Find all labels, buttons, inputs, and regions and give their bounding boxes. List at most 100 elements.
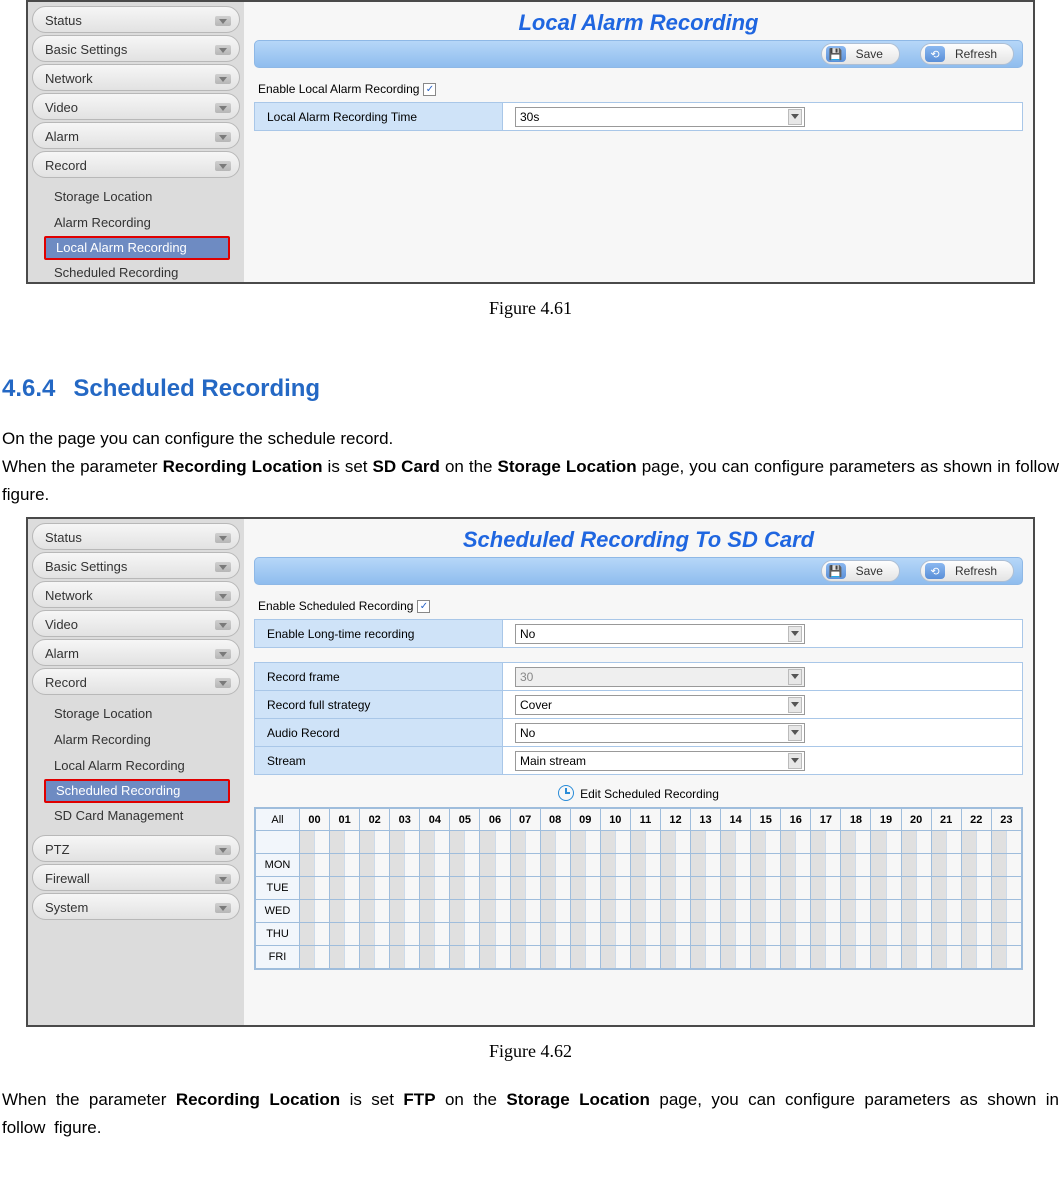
schedule-cell[interactable] (961, 877, 991, 900)
schedule-cell[interactable] (510, 900, 540, 923)
schedule-cell[interactable] (630, 900, 660, 923)
schedule-cell[interactable] (691, 946, 721, 969)
schedule-cell[interactable] (570, 831, 600, 854)
schedule-cell[interactable] (630, 923, 660, 946)
edit-schedule-label[interactable]: Edit Scheduled Recording (580, 787, 719, 801)
schedule-cell[interactable] (300, 854, 330, 877)
schedule-cell[interactable] (660, 923, 690, 946)
schedule-cell[interactable] (871, 900, 901, 923)
schedule-cell[interactable] (721, 877, 751, 900)
schedule-cell[interactable] (991, 854, 1021, 877)
schedule-cell[interactable] (510, 877, 540, 900)
schedule-cell[interactable] (991, 900, 1021, 923)
schedule-cell[interactable] (901, 923, 931, 946)
schedule-cell[interactable] (540, 877, 570, 900)
schedule-cell[interactable] (540, 923, 570, 946)
subnav-scheduled-recording[interactable]: Scheduled Recording (44, 779, 230, 803)
select-enable-long-time-recording[interactable]: No (515, 624, 805, 644)
schedule-all-cell[interactable]: All (256, 809, 300, 831)
schedule-cell[interactable] (300, 900, 330, 923)
hour-header[interactable]: 08 (540, 809, 570, 831)
hour-header[interactable]: 06 (480, 809, 510, 831)
schedule-cell[interactable] (660, 900, 690, 923)
schedule-cell[interactable] (480, 900, 510, 923)
schedule-cell[interactable] (841, 923, 871, 946)
schedule-cell[interactable] (510, 854, 540, 877)
schedule-cell[interactable] (540, 854, 570, 877)
schedule-cell[interactable] (931, 946, 961, 969)
schedule-cell[interactable] (901, 900, 931, 923)
day-label[interactable]: WED (256, 900, 300, 923)
schedule-cell[interactable] (510, 831, 540, 854)
schedule-cell[interactable] (721, 923, 751, 946)
schedule-cell[interactable] (660, 877, 690, 900)
schedule-cell[interactable] (330, 854, 360, 877)
schedule-cell[interactable] (330, 900, 360, 923)
nav-alarm[interactable]: Alarm (32, 639, 240, 666)
schedule-cell[interactable] (390, 900, 420, 923)
schedule-cell[interactable] (931, 923, 961, 946)
schedule-cell[interactable] (991, 923, 1021, 946)
subnav-local-alarm-recording[interactable]: Local Alarm Recording (44, 236, 230, 260)
schedule-cell[interactable] (600, 877, 630, 900)
schedule-cell[interactable] (660, 946, 690, 969)
schedule-cell[interactable] (600, 854, 630, 877)
nav-record[interactable]: Record (32, 668, 240, 695)
schedule-cell[interactable] (961, 854, 991, 877)
schedule-cell[interactable] (360, 900, 390, 923)
schedule-cell[interactable] (510, 923, 540, 946)
schedule-cell[interactable] (600, 900, 630, 923)
schedule-cell[interactable] (811, 923, 841, 946)
hour-header[interactable]: 20 (901, 809, 931, 831)
hour-header[interactable]: 00 (300, 809, 330, 831)
hour-header[interactable]: 14 (721, 809, 751, 831)
schedule-cell[interactable] (841, 831, 871, 854)
schedule-cell[interactable] (450, 900, 480, 923)
schedule-cell[interactable] (450, 923, 480, 946)
schedule-cell[interactable] (931, 854, 961, 877)
schedule-cell[interactable] (330, 877, 360, 900)
schedule-cell[interactable] (751, 877, 781, 900)
schedule-cell[interactable] (691, 854, 721, 877)
schedule-cell[interactable] (841, 946, 871, 969)
schedule-cell[interactable] (901, 877, 931, 900)
schedule-cell[interactable] (991, 877, 1021, 900)
schedule-cell[interactable] (721, 900, 751, 923)
schedule-cell[interactable] (630, 946, 660, 969)
schedule-cell[interactable] (570, 923, 600, 946)
schedule-cell[interactable] (751, 923, 781, 946)
schedule-cell[interactable] (330, 946, 360, 969)
schedule-cell[interactable] (360, 877, 390, 900)
schedule-cell[interactable] (420, 923, 450, 946)
schedule-cell[interactable] (390, 877, 420, 900)
hour-header[interactable]: 02 (360, 809, 390, 831)
schedule-cell[interactable] (901, 946, 931, 969)
hour-header[interactable]: 12 (660, 809, 690, 831)
schedule-cell[interactable] (540, 831, 570, 854)
hour-header[interactable]: 15 (751, 809, 781, 831)
schedule-cell[interactable] (721, 831, 751, 854)
hour-header[interactable]: 09 (570, 809, 600, 831)
hour-header[interactable]: 07 (510, 809, 540, 831)
schedule-cell[interactable] (630, 877, 660, 900)
schedule-cell[interactable] (721, 946, 751, 969)
hour-header[interactable]: 11 (630, 809, 660, 831)
schedule-cell[interactable] (931, 877, 961, 900)
nav-basic-settings[interactable]: Basic Settings (32, 552, 240, 579)
hour-header[interactable]: 21 (931, 809, 961, 831)
hour-header[interactable]: 23 (991, 809, 1021, 831)
schedule-cell[interactable] (390, 854, 420, 877)
schedule-cell[interactable] (540, 900, 570, 923)
day-label[interactable] (256, 831, 300, 854)
schedule-cell[interactable] (360, 946, 390, 969)
schedule-cell[interactable] (751, 900, 781, 923)
schedule-cell[interactable] (781, 854, 811, 877)
schedule-cell[interactable] (360, 923, 390, 946)
nav-alarm[interactable]: Alarm (32, 122, 240, 149)
schedule-cell[interactable] (300, 946, 330, 969)
schedule-cell[interactable] (781, 877, 811, 900)
schedule-cell[interactable] (931, 900, 961, 923)
schedule-cell[interactable] (781, 900, 811, 923)
day-label[interactable]: MON (256, 854, 300, 877)
nav-basic-settings[interactable]: Basic Settings (32, 35, 240, 62)
